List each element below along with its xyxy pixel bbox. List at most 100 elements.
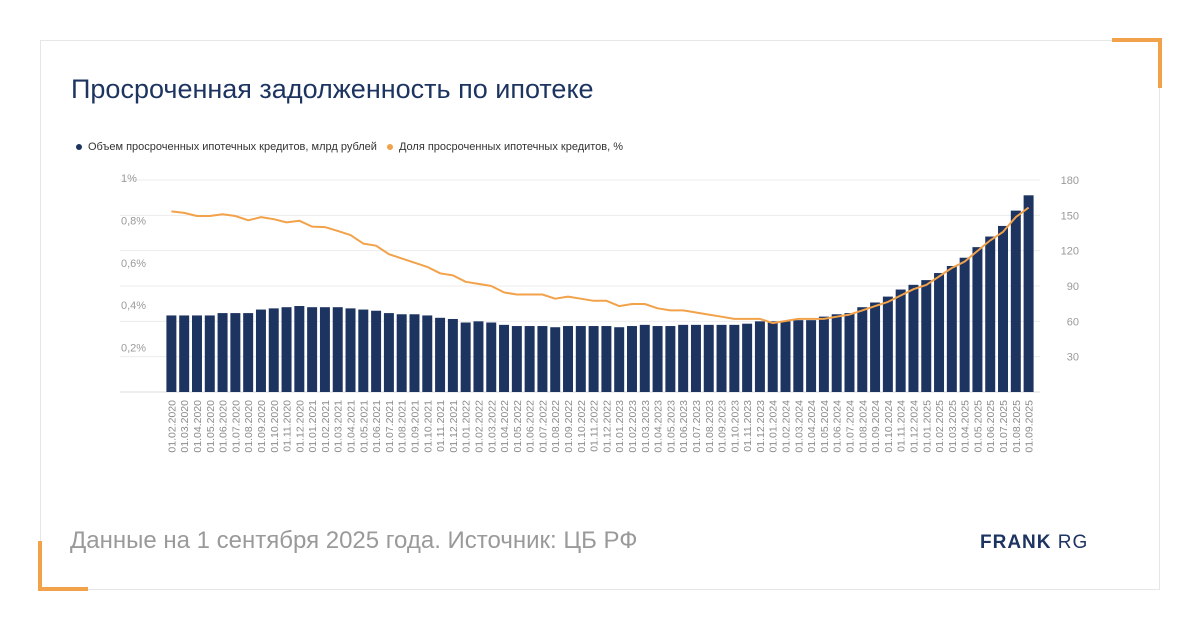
x-axis-tick-label: 01.09.2023 (717, 400, 729, 453)
bar-mark (895, 289, 906, 392)
bar-mark (319, 307, 330, 392)
legend-item-share: Доля просроченных ипотечных кредитов, % (386, 141, 624, 153)
bar-mark (511, 326, 522, 392)
bar-mark (882, 296, 893, 392)
left-axis-tick-label: 1% (121, 173, 137, 185)
bar-mark (639, 324, 650, 392)
x-axis-tick-label: 01.03.2023 (640, 400, 652, 453)
bar-mark (179, 315, 190, 392)
x-axis-tick-label: 01.04.2024 (806, 400, 818, 453)
bar-mark (550, 327, 561, 392)
bar-mark (217, 313, 228, 392)
x-axis-tick-label: 01.04.2022 (499, 400, 511, 453)
x-axis-tick-label: 01.10.2020 (269, 400, 281, 453)
x-axis-tick-label: 01.11.2021 (435, 400, 447, 452)
bar-mark (818, 316, 829, 392)
x-axis-tick-label: 01.02.2023 (627, 400, 639, 453)
bar-mark (243, 313, 254, 392)
legend-marker-share (386, 144, 393, 150)
legend-label-share: Доля просроченных ипотечных кредитов, % (398, 141, 624, 153)
x-axis-tick-label: 01.01.2022 (461, 400, 473, 453)
bar-mark (626, 326, 637, 392)
x-axis-tick-label: 01.02.2025 (934, 400, 946, 453)
legend-label-volume: Объем просроченных ипотечных кредитов, м… (88, 141, 377, 153)
x-axis-tick-label: 01.10.2023 (729, 400, 741, 453)
left-axis-tick-label: 0,6% (121, 258, 146, 270)
x-axis-tick-label: 01.10.2024 (883, 400, 895, 453)
x-axis-tick-label: 01.04.2021 (346, 400, 358, 453)
x-axis-tick-label: 01.01.2023 (614, 400, 626, 453)
x-axis-tick-label: 01.07.2021 (384, 400, 396, 453)
x-axis-tick-label: 01.08.2024 (857, 400, 869, 453)
x-axis-tick-label: 01.08.2023 (704, 400, 716, 453)
bar-mark (614, 327, 625, 392)
bar-mark (588, 326, 599, 392)
x-axis-tick-label: 01.08.2022 (550, 400, 562, 453)
chart-title: Просроченная задолженность по ипотеке (71, 74, 594, 104)
bar-mark (831, 314, 842, 392)
x-axis-tick-label: 01.11.2020 (282, 400, 294, 452)
right-axis-tick-label: 180 (1061, 175, 1079, 187)
corner-accent-bottom-left-horizontal (38, 587, 88, 591)
x-axis-tick-label: 01.05.2023 (665, 400, 677, 453)
bar-mark (998, 225, 1009, 392)
x-axis-tick-label: 01.07.2024 (845, 400, 857, 453)
x-axis-tick-label: 01.04.2025 (960, 400, 972, 453)
bar-mark (460, 322, 471, 392)
x-axis-tick-label: 01.04.2023 (653, 400, 665, 453)
x-axis-tick-label: 01.12.2021 (448, 400, 460, 453)
x-axis-tick-label: 01.06.2025 (985, 400, 997, 453)
brand-logo: FRANK RG (980, 532, 1088, 554)
bar-mark (473, 321, 484, 392)
x-axis-tick-label: 01.01.2025 (921, 400, 933, 453)
bar-mark (435, 317, 446, 392)
bar-mark (1023, 195, 1034, 392)
bar-mark (255, 309, 266, 392)
x-axis-tick-label: 01.07.2020 (230, 400, 242, 453)
bar-mark (921, 280, 932, 392)
right-axis-tick-label: 30 (1067, 352, 1079, 364)
legend-marker-volume (76, 144, 82, 150)
bar-mark (281, 307, 292, 392)
x-axis-tick-label: 01.05.2021 (358, 400, 370, 453)
bar-mark (191, 315, 202, 392)
bar-mark (601, 326, 612, 392)
x-axis-tick-label: 01.02.2022 (474, 400, 486, 453)
bar-mark (166, 315, 177, 392)
bar-mark (230, 313, 241, 392)
x-axis-tick-label: 01.09.2022 (563, 400, 575, 453)
x-axis-tick-label: 01.06.2020 (218, 400, 230, 453)
right-axis-tick-label: 60 (1067, 316, 1079, 328)
bar-mark (678, 324, 689, 392)
bar-mark (268, 308, 279, 392)
bar-mark (575, 326, 586, 392)
bar-mark (447, 318, 458, 392)
bar-mark (716, 324, 727, 392)
bar-mark (409, 314, 420, 392)
x-axis-tick-label: 01.02.2020 (166, 400, 178, 453)
bar-mark (383, 313, 394, 392)
bar-mark (703, 324, 714, 392)
x-axis-tick-label: 01.12.2023 (755, 400, 767, 453)
x-axis-tick-label: 01.03.2020 (179, 400, 191, 453)
bar-mark (780, 321, 791, 392)
bar-mark (499, 324, 510, 392)
bar-mark (563, 326, 574, 392)
x-axis-tick-label: 01.12.2024 (909, 400, 921, 453)
x-axis-tick-label: 01.12.2020 (294, 400, 306, 453)
x-axis-tick-label: 01.03.2025 (947, 400, 959, 453)
right-axis-tick-label: 120 (1061, 246, 1079, 258)
x-axis-tick-label: 01.05.2025 (972, 400, 984, 453)
bar-mark (396, 314, 407, 392)
x-axis-ticks: 01.02.2020 01.03.2020 01.04.2020 01.05.2020… (166, 400, 1035, 453)
x-axis-tick-label: 01.09.2024 (870, 400, 882, 453)
bar-mark (972, 247, 983, 392)
x-axis-tick-label: 01.03.2022 (486, 400, 498, 453)
right-axis-ticks: 180 150 120 90 60 30 (1061, 175, 1079, 364)
bar-mark (844, 313, 855, 392)
x-axis-tick-label: 01.05.2024 (819, 400, 831, 453)
bar-mark (793, 320, 804, 392)
right-axis-tick-label: 90 (1067, 281, 1079, 293)
x-axis-tick-label: 01.07.2023 (691, 400, 703, 453)
